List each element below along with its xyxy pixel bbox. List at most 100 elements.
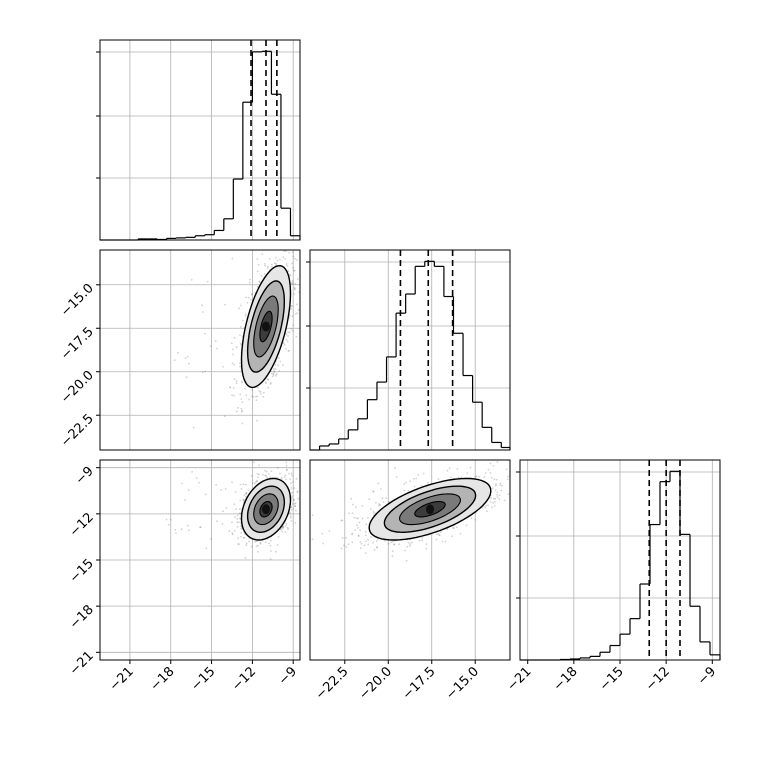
scatter-2-0-panel: −9 −12 −15 −18 −21 −21 −18 −15 −12 −9 bbox=[67, 459, 301, 694]
scatter-point bbox=[261, 473, 264, 476]
scatter-point bbox=[251, 293, 254, 296]
scatter-point bbox=[257, 544, 260, 547]
scatter-point bbox=[489, 472, 492, 474]
scatter-point bbox=[492, 465, 495, 467]
scatter-point bbox=[340, 519, 343, 522]
scatter-point bbox=[254, 540, 257, 543]
scatter-point bbox=[244, 557, 247, 559]
scatter-point bbox=[295, 477, 298, 480]
scatter-point bbox=[296, 303, 298, 306]
scatter-point bbox=[407, 542, 410, 544]
scatter-point bbox=[361, 505, 364, 507]
scatter-point bbox=[495, 478, 498, 481]
scatter-point bbox=[240, 531, 243, 534]
scatter-point bbox=[385, 497, 388, 499]
scatter-point bbox=[523, 474, 525, 476]
scatter-point bbox=[231, 394, 234, 397]
scatter-point bbox=[232, 387, 235, 389]
scatter-point bbox=[456, 526, 458, 529]
scatter-point bbox=[290, 487, 293, 489]
scatter-point bbox=[210, 538, 213, 540]
scatter-point bbox=[493, 505, 496, 507]
panel-frame bbox=[99, 39, 301, 241]
scatter-point bbox=[347, 543, 350, 546]
scatter-point bbox=[245, 296, 247, 299]
scatter-point bbox=[231, 521, 233, 524]
scatter-point bbox=[439, 531, 442, 534]
scatter-point bbox=[294, 282, 297, 285]
scatter-point bbox=[409, 545, 411, 547]
scatter-point bbox=[363, 544, 366, 547]
scatter-point bbox=[259, 541, 262, 544]
scatter-point bbox=[190, 279, 193, 281]
scatter-point bbox=[235, 508, 238, 511]
scatter-point bbox=[437, 532, 440, 535]
scatter-point bbox=[370, 508, 372, 511]
scatter-point bbox=[511, 488, 513, 490]
scatter-point bbox=[273, 262, 276, 265]
scatter-point bbox=[252, 395, 255, 398]
scatter-point bbox=[222, 365, 225, 368]
scatter-point bbox=[243, 494, 246, 496]
scatter-point bbox=[263, 273, 266, 275]
scatter-point bbox=[286, 340, 289, 343]
scatter-point bbox=[257, 263, 260, 266]
scatter-point bbox=[289, 512, 291, 515]
scatter-point bbox=[291, 491, 293, 494]
scatter-point bbox=[372, 491, 375, 493]
scatter-point bbox=[422, 472, 425, 475]
scatter-point bbox=[495, 483, 497, 485]
scatter-point bbox=[348, 512, 350, 515]
scatter-point bbox=[452, 527, 454, 529]
scatter-point bbox=[231, 481, 233, 483]
scatter-point bbox=[364, 552, 367, 554]
scatter-point bbox=[285, 469, 288, 472]
scatter-point bbox=[187, 529, 190, 532]
x-tick-label: −21 bbox=[505, 664, 535, 694]
scatter-point bbox=[221, 523, 224, 525]
y-tick-label: −15.0 bbox=[58, 281, 97, 320]
scatter-point bbox=[257, 473, 260, 476]
scatter-point bbox=[239, 393, 242, 396]
scatter-point bbox=[247, 296, 250, 299]
scatter-point bbox=[285, 522, 288, 525]
scatter-point bbox=[239, 508, 241, 511]
hist-1-panel bbox=[306, 249, 511, 451]
scatter-point bbox=[258, 390, 261, 392]
scatter-point bbox=[195, 477, 198, 479]
scatter-point bbox=[427, 481, 429, 484]
scatter-point bbox=[233, 336, 236, 339]
scatter-point bbox=[255, 480, 258, 482]
scatter-point bbox=[256, 419, 258, 422]
scatter-point bbox=[260, 274, 263, 277]
scatter-point bbox=[271, 266, 273, 268]
scatter-point bbox=[244, 313, 247, 315]
scatter-point bbox=[372, 541, 375, 544]
scatter-point bbox=[474, 476, 476, 479]
scatter-point bbox=[393, 543, 396, 545]
scatter-point bbox=[273, 370, 276, 372]
scatter-point bbox=[265, 470, 268, 473]
scatter-point bbox=[264, 469, 266, 472]
scatter-point bbox=[282, 342, 285, 345]
scatter-point bbox=[177, 351, 179, 354]
scatter-point bbox=[292, 283, 294, 285]
scatter-point bbox=[351, 541, 354, 544]
scatter-point bbox=[405, 481, 408, 484]
scatter-point bbox=[290, 472, 293, 475]
scatter-point bbox=[260, 393, 262, 395]
scatter-point bbox=[268, 258, 271, 260]
scatter-point bbox=[383, 539, 386, 542]
scatter-point bbox=[231, 362, 234, 365]
scatter-point bbox=[240, 407, 243, 410]
scatter-point bbox=[274, 374, 277, 377]
scatter-point bbox=[236, 514, 239, 517]
scatter-point bbox=[491, 487, 494, 490]
scatter-point bbox=[297, 308, 300, 311]
scatter-point bbox=[328, 530, 331, 532]
scatter-point bbox=[382, 501, 385, 504]
scatter-point bbox=[415, 477, 418, 480]
scatter-area bbox=[165, 460, 300, 561]
x-tick-label: −12 bbox=[229, 664, 259, 694]
